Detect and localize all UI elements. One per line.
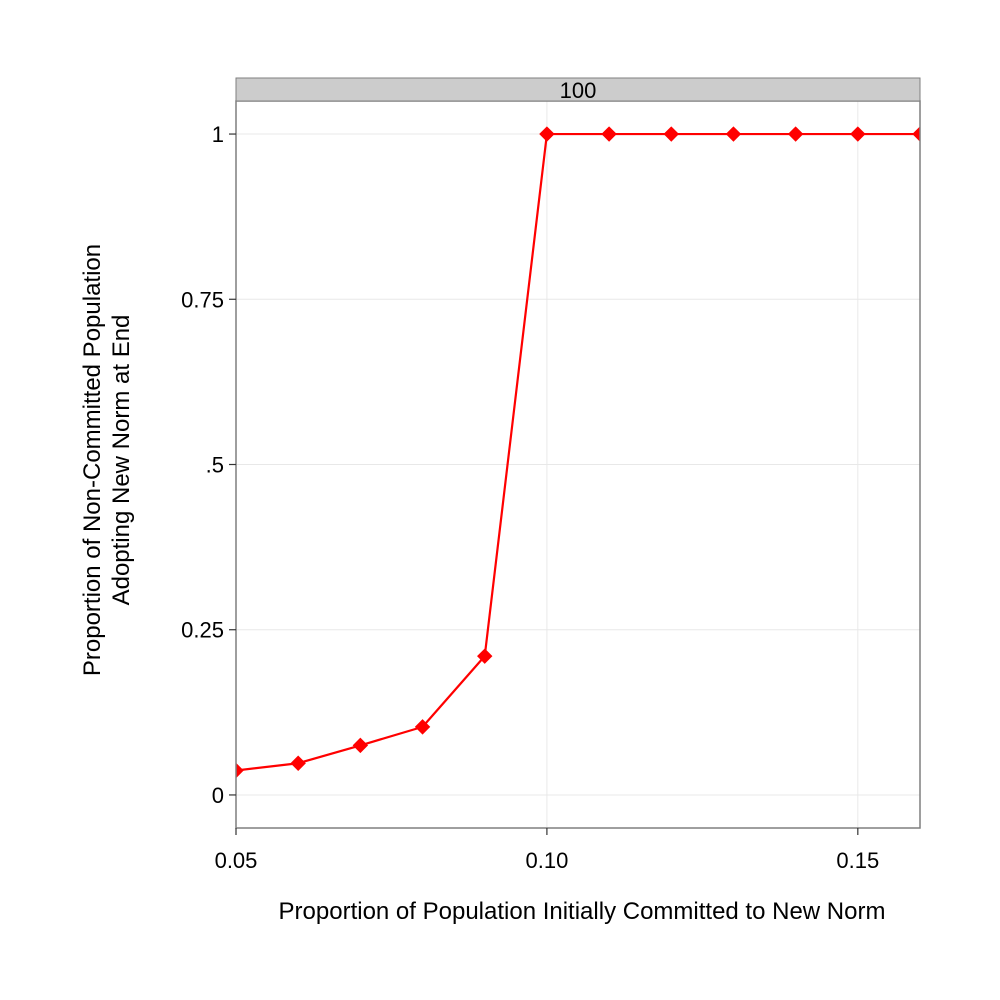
y-tick-label: 0.75: [181, 287, 224, 312]
y-tick-label: 0.25: [181, 618, 224, 643]
data-point: [601, 126, 617, 142]
x-axis-title: Proportion of Population Initially Commi…: [279, 898, 886, 925]
series-layer: [236, 126, 920, 779]
data-point: [663, 126, 679, 142]
data-point: [539, 126, 555, 142]
x-tick-label: 0.10: [525, 848, 568, 873]
y-axis-title-line-1: Proportion of Non-Committed Population: [79, 244, 106, 676]
data-point: [912, 126, 920, 142]
data-point: [725, 126, 742, 142]
facet-strip-label: 100: [560, 78, 597, 103]
data-point: [477, 648, 493, 664]
data-point: [787, 126, 804, 142]
series-line: [236, 132, 920, 772]
data-point: [414, 719, 431, 735]
y-tick-label: 0: [212, 783, 224, 808]
data-point: [850, 126, 866, 142]
x-tick-label: 0.05: [215, 848, 258, 873]
x-tick-label: 0.15: [836, 848, 879, 873]
y-tick-label: 1: [212, 122, 224, 147]
data-point: [236, 762, 244, 779]
axis-layer: 0 0.25 .5 0.75 1 0.05 0.10 0.15: [181, 122, 879, 873]
grid-layer: [235, 101, 920, 828]
data-point: [290, 755, 306, 771]
facet-strip: [235, 77, 921, 102]
y-axis-title-line-2: Adopting New Norm at End: [108, 315, 135, 606]
data-point: [352, 737, 369, 754]
y-tick-label: .5: [206, 453, 224, 478]
